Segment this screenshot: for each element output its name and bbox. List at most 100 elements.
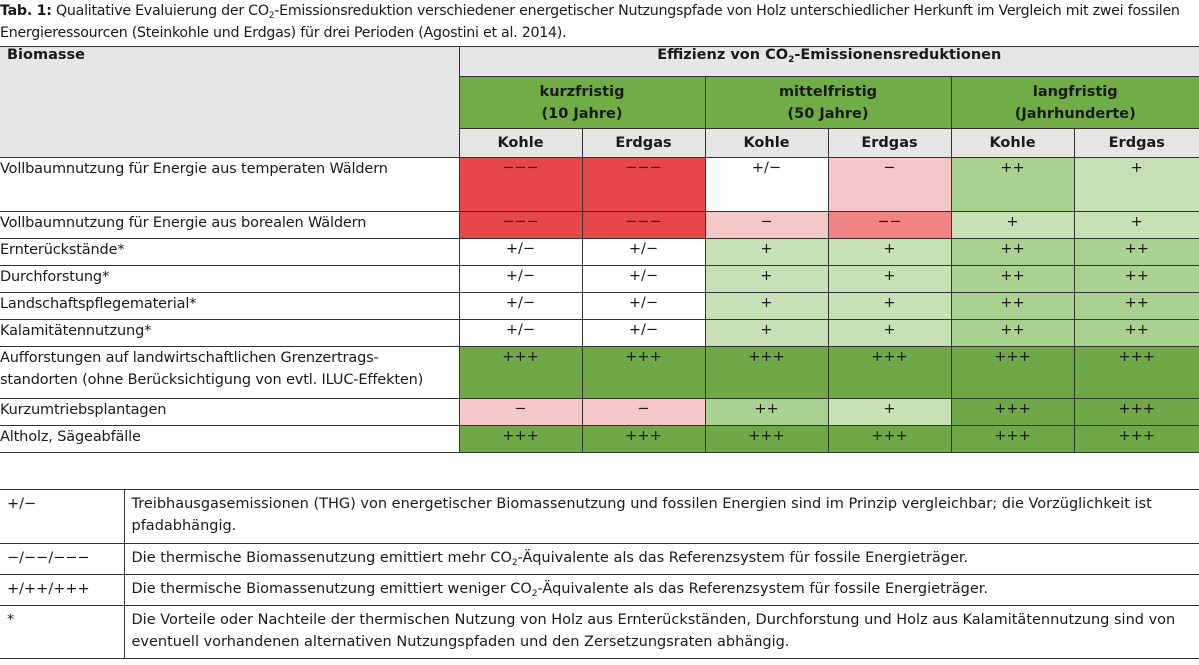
table-row: Vollbaumnutzung für Energie aus temperat… — [0, 157, 1199, 212]
rating-cell: +++ — [704, 346, 829, 399]
rating-cell: +++ — [950, 398, 1075, 426]
row-label: Kalamitätennutzung* — [0, 319, 460, 347]
header-biomasse: Biomasse — [0, 46, 460, 158]
legend-table: +/− Treibhausgasemissionen (THG) von ene… — [0, 489, 1199, 659]
rating-cell: ++ — [950, 157, 1075, 212]
rating-cell: + — [704, 292, 829, 320]
rating-cell: +/− — [581, 292, 706, 320]
rating-cell: +/− — [704, 157, 829, 212]
row-label-line: Aufforstungen auf landwirtschaftlichen G… — [0, 350, 379, 366]
rating-cell: + — [827, 265, 952, 293]
table-row: Durchforstung* +/− +/− + + ++ ++ — [0, 265, 1199, 293]
rating-cell: −− — [827, 211, 952, 239]
legend-text-b: -Äquivalente als das Referenzsystem für … — [537, 581, 988, 597]
legend-row: +/++/+++ Die thermische Biomassenutzung … — [0, 574, 1199, 606]
rating-cell: ++ — [1073, 292, 1199, 320]
header-effizienz-sub: 2 — [788, 55, 795, 65]
rating-cell: − — [704, 211, 829, 239]
rating-cell: +/− — [458, 292, 583, 320]
legend-text-b: -Äquivalente als das Referenzsystem für … — [517, 550, 969, 566]
rating-cell: +/− — [581, 265, 706, 293]
rating-cell: −−− — [458, 157, 583, 212]
rating-cell: +/− — [581, 319, 706, 347]
period-span: (50 Jahre) — [787, 105, 869, 122]
ref-header: Kohle — [704, 128, 829, 158]
table-row: Aufforstungen auf landwirtschaftlichen G… — [0, 346, 1199, 399]
period-span: (10 Jahre) — [541, 105, 623, 122]
ref-header: Erdgas — [827, 128, 952, 158]
table-row: Kalamitätennutzung* +/− +/− + + ++ ++ — [0, 319, 1199, 347]
legend-symbol: +/− — [0, 489, 125, 544]
period-header-long: langfristig (Jahrhunderte) — [950, 76, 1199, 129]
header-effizienz: Effizienz von CO2-Emissionensreduktionen — [458, 46, 1199, 77]
row-label: Ernterückstände* — [0, 238, 460, 266]
period-name: mittelfristig — [778, 83, 878, 100]
legend-symbol: * — [0, 605, 125, 659]
rating-cell: −−− — [581, 157, 706, 212]
period-span: (Jahrhunderte) — [1014, 105, 1136, 122]
ref-header: Kohle — [950, 128, 1075, 158]
rating-cell: − — [458, 398, 583, 426]
rating-cell: ++ — [950, 265, 1075, 293]
caption-label: Tab. 1: — [0, 3, 52, 19]
period-header-short: kurzfristig (10 Jahre) — [459, 76, 706, 129]
legend-row: +/− Treibhausgasemissionen (THG) von ene… — [0, 489, 1199, 544]
row-label: Altholz, Sägeabfälle — [0, 425, 460, 453]
rating-cell: ++ — [1073, 319, 1199, 347]
table-row: Altholz, Sägeabfälle +++ +++ +++ +++ +++… — [0, 425, 1199, 453]
legend-symbol: +/++/+++ — [0, 574, 125, 606]
ref-header: Erdgas — [1073, 128, 1199, 158]
legend-text-a: Die thermische Biomassenutzung emittiert… — [131, 581, 532, 597]
table-row: Vollbaumnutzung für Energie aus borealen… — [0, 211, 1199, 239]
caption-sub: 2 — [268, 11, 275, 21]
table-row: Landschaftspflegematerial* +/− +/− + + +… — [0, 292, 1199, 320]
rating-cell: +++ — [581, 346, 706, 399]
rating-cell: +++ — [581, 425, 706, 453]
rating-cell: −−− — [581, 211, 706, 239]
legend-text: Treibhausgasemissionen (THG) von energet… — [123, 489, 1199, 544]
ref-header: Erdgas — [581, 128, 706, 158]
legend-sub: 2 — [531, 589, 538, 599]
legend-text-a: Die thermische Biomassenutzung emittiert… — [131, 550, 512, 566]
evaluation-table: Biomasse Effizienz von CO2-Emissionensre… — [0, 46, 1199, 453]
rating-cell: +++ — [458, 425, 583, 453]
row-label: Landschaftspflegematerial* — [0, 292, 460, 320]
rating-cell: +/− — [581, 238, 706, 266]
rating-cell: ++ — [1073, 238, 1199, 266]
rating-cell: +++ — [827, 425, 952, 453]
period-name: kurzfristig — [539, 83, 625, 100]
legend-sub: 2 — [511, 558, 518, 568]
rating-cell: + — [950, 211, 1075, 239]
legend-text: Die Vorteile oder Nachteile der thermisc… — [123, 605, 1199, 659]
table-row: Kurzumtriebsplantagen − − ++ + +++ +++ — [0, 398, 1199, 426]
legend-symbol: −/−−/−−− — [0, 543, 125, 575]
rating-cell: +++ — [950, 346, 1075, 399]
rating-cell: + — [704, 265, 829, 293]
header-effizienz-b: -Emissionensreduktionen — [794, 47, 1002, 63]
row-label: Vollbaumnutzung für Energie aus temperat… — [0, 157, 460, 212]
legend-row: −/−−/−−− Die thermische Biomassenutzung … — [0, 543, 1199, 575]
rating-cell: ++ — [1073, 265, 1199, 293]
rating-cell: +/− — [458, 238, 583, 266]
rating-cell: +/− — [458, 265, 583, 293]
rating-cell: ++ — [704, 398, 829, 426]
rating-cell: + — [704, 319, 829, 347]
period-header-medium: mittelfristig (50 Jahre) — [704, 76, 952, 129]
rating-cell: −−− — [458, 211, 583, 239]
rating-cell: + — [1073, 211, 1199, 239]
ref-header: Kohle — [459, 128, 583, 158]
rating-cell: + — [827, 319, 952, 347]
row-label: Aufforstungen auf landwirtschaftlichen G… — [0, 346, 460, 399]
row-label: Vollbaumnutzung für Energie aus borealen… — [0, 211, 460, 239]
rating-cell: − — [827, 157, 952, 212]
rating-cell: ++ — [950, 238, 1075, 266]
row-label: Durchforstung* — [0, 265, 460, 293]
rating-cell: +++ — [458, 346, 583, 399]
period-name: langfristig — [1032, 83, 1118, 100]
rating-cell: ++ — [950, 319, 1075, 347]
rating-cell: − — [581, 398, 706, 426]
rating-cell: +++ — [1073, 398, 1199, 426]
rating-cell: +++ — [704, 425, 829, 453]
rating-cell: +++ — [1073, 425, 1199, 453]
table-row: Ernterückstände* +/− +/− + + ++ ++ — [0, 238, 1199, 266]
